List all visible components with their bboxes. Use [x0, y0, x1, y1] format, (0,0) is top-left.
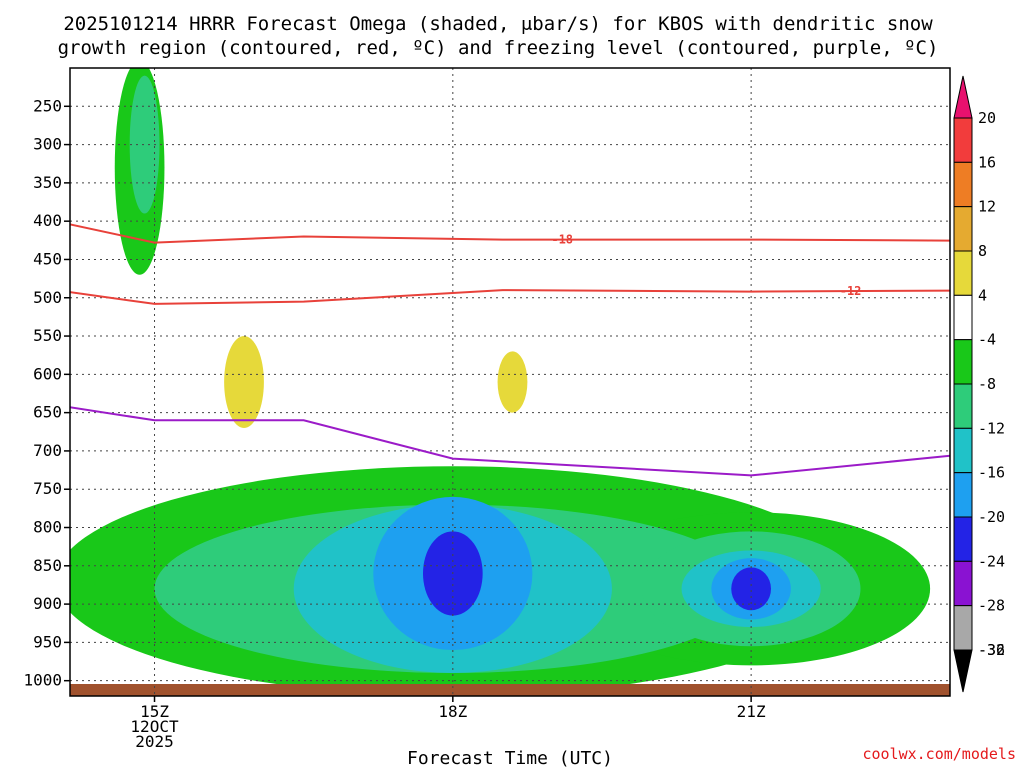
y-tick-label-750: 750 [33, 479, 62, 498]
dendritic-contour-minus18 [70, 223, 950, 244]
site-credit: coolwx.com/models [862, 745, 1016, 763]
freezing-level-contour [70, 406, 950, 477]
chart-title-line-1: 2025101214 HRRR Forecast Omega (shaded, … [63, 13, 933, 35]
colorbar: 20 16 12 8 4 -4 -8 -12 -16 -20 -24 -28 -32-36 [953, 75, 1005, 693]
colorbar-label-11: -28 [978, 597, 1005, 615]
colorbar-swatch-7 [953, 427, 973, 474]
omega-region-9 [224, 336, 264, 428]
colorbar-swatch-5 [953, 339, 973, 385]
y-tick-label-250: 250 [33, 96, 62, 115]
colorbar-label-0: 20 [978, 109, 996, 127]
contour-lines: -18-18-12-120 [70, 223, 950, 477]
colorbar-label-13: -36 [978, 641, 1005, 659]
x-tick-label-6-0: 21Z [737, 702, 766, 721]
omega-region-3 [850, 170, 950, 303]
colorbar-label-2: 12 [978, 198, 996, 216]
colorbar-swatch-11 [953, 605, 973, 651]
y-tick-label-700: 700 [33, 441, 62, 460]
colorbar-label-10: -24 [978, 552, 1005, 570]
dendritic-contour-minus12-label-0: -12 [840, 284, 862, 298]
colorbar-label-3: 8 [978, 242, 987, 260]
x-tick-label-0-2: 2025 [135, 732, 174, 751]
colorbar-swatch-4 [953, 294, 973, 341]
x-tick-label-0-0: 15Z [140, 702, 169, 721]
y-tick-label-800: 800 [33, 518, 62, 537]
x-axis: 15Z12OCT202518Z21Z00Z13OCT03Z06Z [130, 696, 766, 751]
colorbar-swatch-3 [953, 250, 973, 296]
y-tick-label-350: 350 [33, 173, 62, 192]
omega-shading [70, 68, 1024, 696]
x-tick-label-0-1: 12OCT [130, 717, 179, 736]
y-tick-label-300: 300 [33, 135, 62, 154]
colorbar-label-6: -8 [978, 375, 996, 393]
chart-title-line-2: growth region (contoured, red, ºC) and f… [58, 37, 939, 59]
y-tick-label-600: 600 [33, 364, 62, 383]
y-tick-label-400: 400 [33, 211, 62, 230]
colorbar-swatch-1 [953, 161, 973, 208]
colorbar-swatch-8 [953, 472, 973, 518]
omega-region-18 [129, 75, 160, 214]
y-tick-label-900: 900 [33, 594, 62, 613]
y-tick-label-500: 500 [33, 288, 62, 307]
dendritic-contour-minus18-label-0: -18 [551, 233, 573, 247]
y-tick-label-1000: 1000 [23, 671, 62, 690]
colorbar-label-1: 16 [978, 153, 996, 171]
y-tick-label-950: 950 [33, 632, 62, 651]
plot-frame [69, 67, 951, 697]
colorbar-swatch-10 [953, 560, 973, 607]
y-tick-label-450: 450 [33, 249, 62, 268]
colorbar-label-5: -4 [978, 331, 996, 349]
colorbar-label-4: 4 [978, 286, 987, 304]
grid-lines [70, 68, 950, 696]
colorbar-swatch-6 [953, 383, 973, 429]
colorbar-label-7: -12 [978, 419, 1005, 437]
colorbar-swatch-2 [953, 206, 973, 252]
y-tick-label-650: 650 [33, 403, 62, 422]
y-tick-label-850: 850 [33, 556, 62, 575]
colorbar-label-12: -32 [978, 641, 1005, 659]
colorbar-swatch-0 [953, 117, 973, 163]
colorbar-top-arrow [953, 75, 973, 119]
colorbar-label-9: -20 [978, 508, 1005, 526]
y-tick-label-550: 550 [33, 326, 62, 345]
omega-region-10 [497, 351, 528, 413]
colorbar-swatch-9 [953, 516, 973, 562]
colorbar-bottom-arrow [953, 649, 973, 693]
ground-surface [70, 684, 950, 696]
y-axis: 250 300 350 400 450 500 550 600 650 700 750 800 850 9… [23, 96, 70, 690]
dendritic-contour-minus12 [70, 289, 950, 305]
omega-region-33 [731, 567, 772, 611]
omega-region-14 [1000, 168, 1024, 321]
colorbar-label-8: -16 [978, 464, 1005, 482]
x-axis-title: Forecast Time (UTC) [407, 748, 613, 768]
x-tick-label-3-0: 18Z [438, 702, 467, 721]
